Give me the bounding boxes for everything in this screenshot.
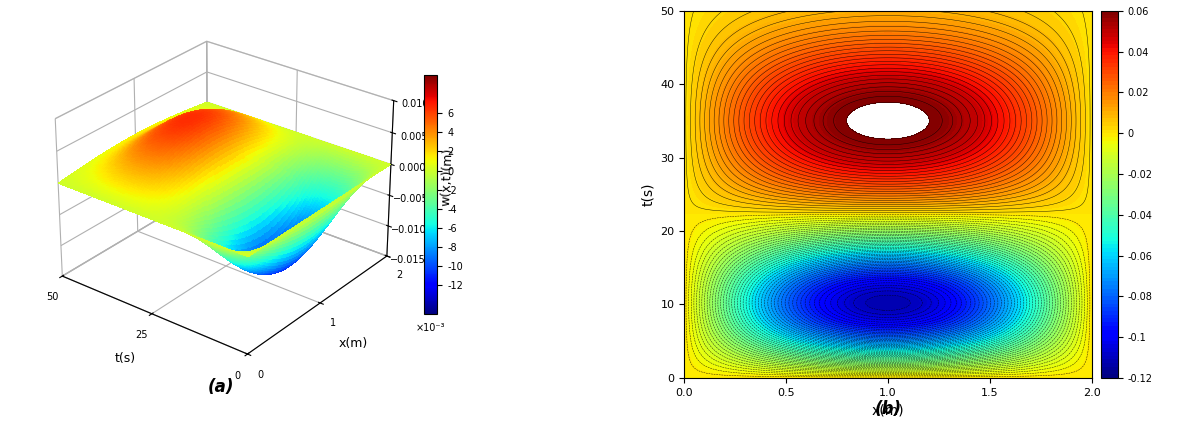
Text: (b): (b) (875, 400, 902, 418)
Text: ×10⁻³: ×10⁻³ (416, 323, 446, 333)
Y-axis label: x(m): x(m) (339, 337, 368, 350)
Text: (a): (a) (208, 379, 234, 396)
X-axis label: x(m): x(m) (871, 403, 904, 417)
Y-axis label: t(s): t(s) (641, 183, 655, 206)
X-axis label: t(s): t(s) (115, 352, 136, 365)
